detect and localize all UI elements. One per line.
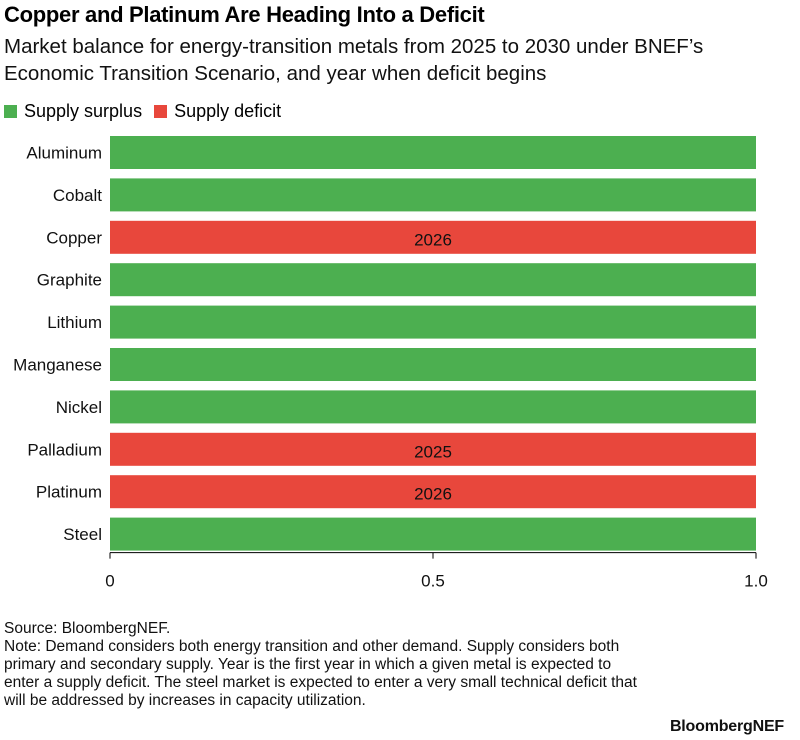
category-label-steel: Steel — [63, 525, 102, 544]
category-label-lithium: Lithium — [47, 313, 102, 332]
legend-label-surplus: Supply surplus — [24, 101, 143, 121]
x-tick-label-1: 0.5 — [421, 572, 445, 591]
deficit-year-label-palladium: 2025 — [414, 442, 452, 461]
deficit-year-label-copper: 2026 — [414, 230, 452, 249]
bar-aluminum — [110, 136, 756, 169]
category-label-graphite: Graphite — [37, 271, 102, 290]
footnote: Source: BloombergNEF. Note: Demand consi… — [4, 620, 644, 710]
brand-logo: BloombergNEF — [669, 718, 784, 735]
bar-palladium — [110, 432, 756, 466]
bar-graphite — [110, 263, 756, 297]
category-label-platinum: Platinum — [36, 483, 102, 502]
legend-item-deficit: Supply deficit — [154, 101, 281, 122]
legend: Supply surplus Supply deficit — [4, 101, 293, 122]
legend-label-deficit: Supply deficit — [174, 101, 282, 121]
legend-swatch-deficit — [154, 105, 168, 118]
legend-swatch-surplus — [4, 105, 17, 118]
deficit-year-label-platinum: 2026 — [414, 485, 452, 504]
note-text: Note: Demand considers both energy trans… — [4, 638, 637, 709]
category-label-nickel: Nickel — [56, 398, 102, 417]
bar-nickel — [110, 390, 756, 424]
bar-platinum — [110, 475, 756, 509]
category-label-aluminum: Aluminum — [26, 144, 102, 163]
bar-manganese — [110, 348, 756, 381]
x-tick-label-0: 0 — [105, 572, 114, 591]
bar-cobalt — [110, 178, 756, 212]
chart-title: Copper and Platinum Are Heading Into a D… — [4, 2, 485, 27]
bar-chart: Aluminum Cobalt Copper 2026 Graphite Lithium M… — [13, 136, 768, 591]
bar-copper — [110, 220, 756, 254]
bar-lithium — [110, 305, 756, 339]
category-label-cobalt: Cobalt — [53, 186, 102, 205]
x-tick-label-2: 1.0 — [744, 572, 768, 591]
category-label-palladium: Palladium — [27, 440, 102, 459]
legend-item-surplus: Supply surplus — [4, 101, 142, 122]
category-label-copper: Copper — [46, 228, 102, 247]
category-label-manganese: Manganese — [13, 356, 102, 375]
source-text: Source: BloombergNEF. — [4, 620, 171, 637]
bar-steel — [110, 517, 756, 551]
chart-subtitle: Market balance for energy-transition met… — [4, 35, 704, 85]
